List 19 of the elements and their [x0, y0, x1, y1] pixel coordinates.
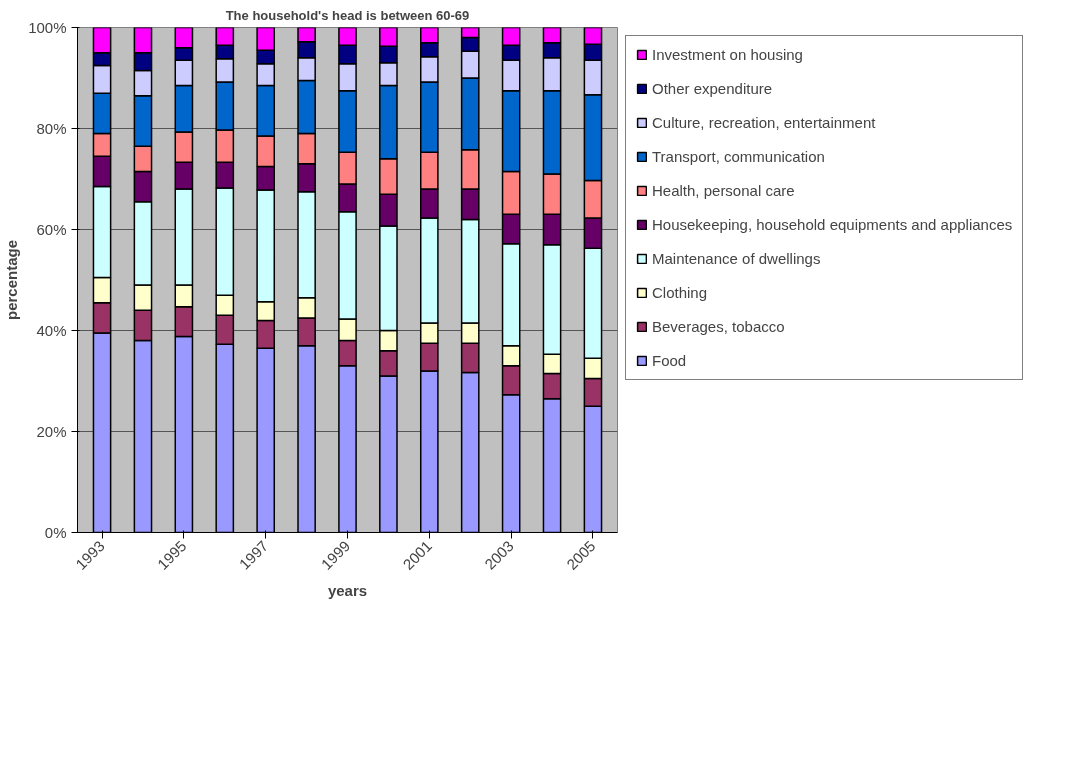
y-axis-title: percentage — [3, 239, 21, 321]
legend-label: Beverages, tobacco — [652, 318, 785, 335]
y-tick-label: 20% — [36, 423, 67, 440]
y-tick-label: 40% — [36, 322, 67, 339]
legend-label: Other expenditure — [652, 80, 773, 97]
x-axis-title: years — [327, 582, 368, 600]
y-tick-label: 0% — [44, 524, 67, 541]
y-tick-label: 80% — [36, 120, 67, 137]
legend-label: Health, personal care — [652, 182, 795, 199]
y-tick-label: 100% — [28, 19, 67, 36]
legend-label: Culture, recreation, entertainment — [652, 114, 876, 131]
legend-label: Clothing — [652, 284, 708, 301]
legend-label: Housekeeping, household equipments and appliances — [652, 216, 1013, 233]
legend-label: Maintenance of dwellings — [652, 250, 821, 267]
legend-label: Transport, communication — [652, 148, 825, 165]
legend-label: Investment on housing — [652, 46, 803, 63]
legend-label: Food — [652, 352, 687, 369]
y-tick-label: 60% — [36, 221, 67, 238]
chart-title: The household's head is between 60-69 — [225, 7, 470, 23]
